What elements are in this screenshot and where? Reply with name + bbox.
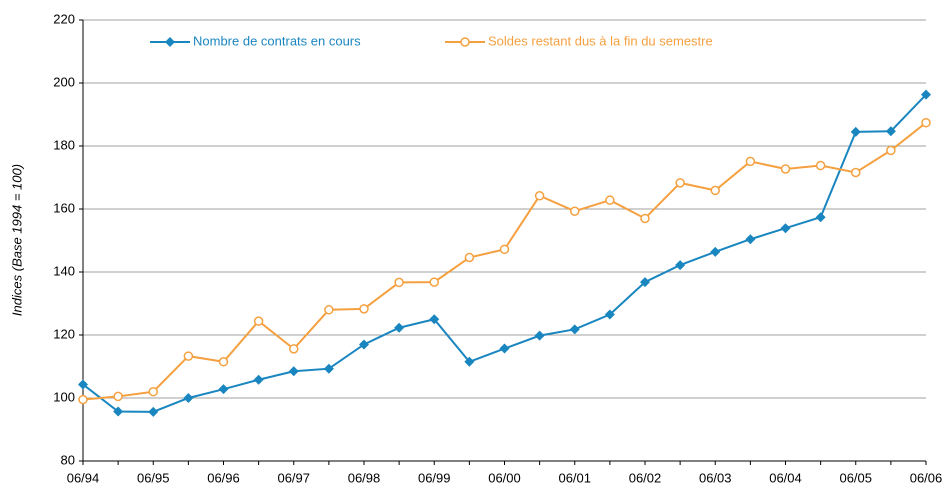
x-tick-label: 06/06: [910, 470, 943, 485]
point: [499, 244, 510, 255]
point: [605, 195, 615, 205]
point: [113, 391, 123, 402]
legend-label: Soldes restant dus à la fin du semestre: [488, 33, 713, 48]
x-tick-label: 06/97: [277, 470, 310, 485]
point: [499, 343, 510, 354]
point: [394, 322, 405, 333]
point: [113, 406, 124, 417]
point: [324, 305, 334, 315]
point: [921, 117, 931, 128]
point: [429, 277, 439, 287]
series-line: [82, 121, 927, 401]
point: [464, 252, 475, 263]
point: [640, 277, 650, 288]
y-tick-label: 160: [53, 200, 75, 215]
x-tick-label: 06/05: [839, 470, 872, 485]
point: [78, 379, 88, 390]
x-tick-label: 06/01: [558, 470, 591, 485]
point: [289, 344, 299, 354]
point: [460, 37, 470, 47]
point: [323, 363, 334, 374]
x-tick-label: 06/00: [488, 470, 521, 485]
x-tick-label: 06/03: [699, 470, 732, 485]
point: [288, 366, 299, 377]
x-tick-label: 06/96: [207, 470, 240, 485]
y-tick-label: 220: [53, 11, 75, 26]
point: [253, 374, 264, 385]
y-tick-label: 80: [61, 452, 75, 467]
point: [165, 37, 175, 47]
point: [851, 167, 861, 178]
point: [148, 406, 159, 417]
point: [359, 339, 369, 350]
point: [745, 234, 756, 245]
point: [183, 351, 194, 361]
point: [534, 191, 545, 201]
point: [745, 156, 756, 167]
point: [885, 126, 896, 137]
x-tick-label: 06/94: [67, 470, 100, 485]
point: [78, 394, 88, 405]
point: [534, 330, 545, 341]
legend-label: Nombre de contrats en cours: [193, 33, 361, 48]
point: [640, 213, 650, 224]
x-tick-label: 06/02: [629, 470, 662, 485]
point: [464, 356, 475, 367]
x-tick-label: 06/04: [769, 470, 802, 485]
y-tick-label: 200: [53, 74, 75, 89]
point: [886, 145, 896, 156]
point: [815, 212, 826, 223]
point: [570, 206, 580, 216]
point: [675, 178, 685, 188]
point: [675, 260, 686, 271]
point: [148, 386, 158, 397]
point: [850, 126, 861, 137]
point: [780, 164, 791, 174]
point: [183, 393, 194, 403]
y-tick-label: 140: [53, 263, 75, 278]
point: [815, 160, 826, 171]
point: [429, 314, 440, 325]
point: [218, 357, 229, 367]
point: [710, 185, 720, 196]
y-axis-label: Indices (Base 1994 = 100): [9, 164, 24, 316]
point: [710, 246, 721, 257]
point: [218, 384, 229, 395]
point: [394, 277, 404, 288]
x-tick-label: 06/99: [418, 470, 451, 485]
x-tick-label: 06/98: [348, 470, 381, 485]
y-tick-label: 180: [53, 137, 75, 152]
point: [569, 324, 580, 335]
point: [921, 89, 931, 100]
point: [359, 304, 369, 314]
point: [604, 309, 615, 320]
y-tick-label: 120: [53, 326, 75, 341]
point: [253, 316, 264, 326]
point: [780, 223, 791, 234]
x-tick-label: 06/95: [137, 470, 170, 485]
y-tick-label: 100: [53, 389, 75, 404]
